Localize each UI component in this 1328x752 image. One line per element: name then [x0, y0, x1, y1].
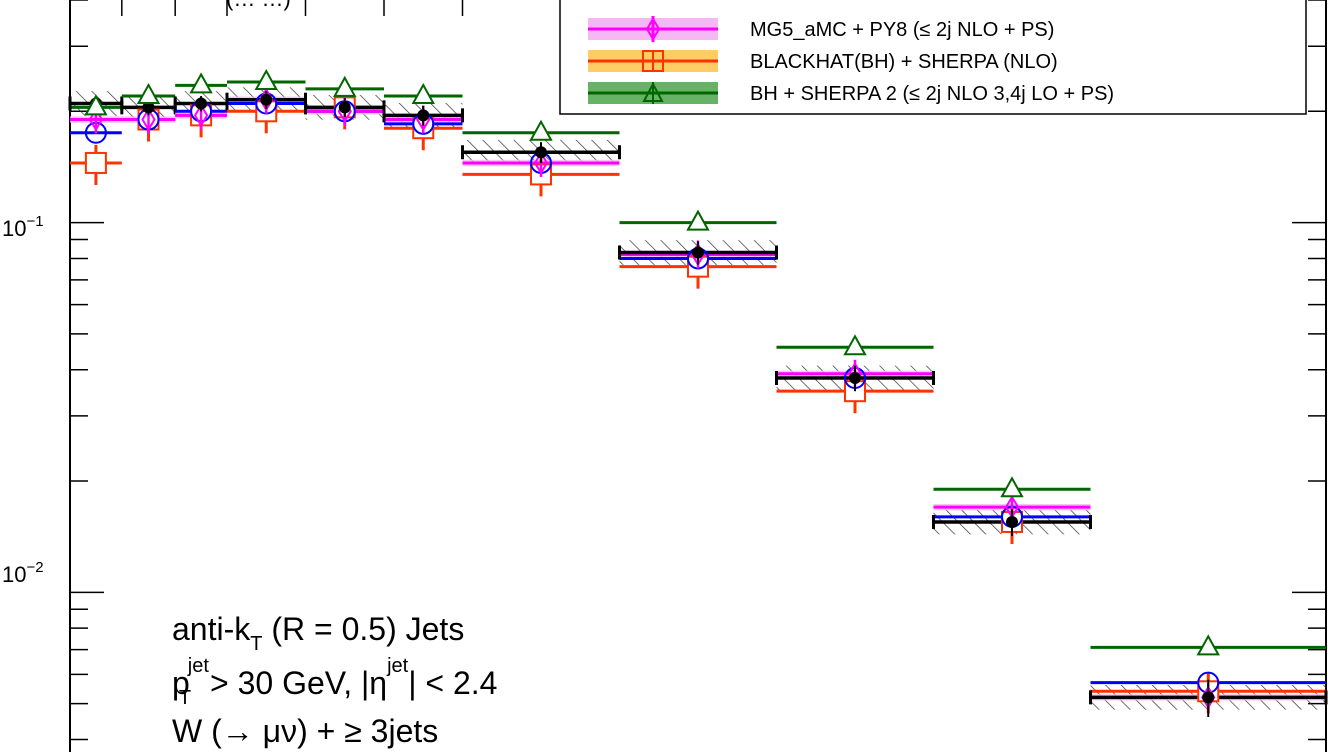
legend-marker-sherpa2 — [642, 81, 664, 102]
data-point — [1006, 515, 1018, 528]
data-point — [260, 93, 273, 106]
sherpa2-marker — [411, 82, 435, 104]
annotation-jet-algorithm: anti-kT (R = 0.5) Jets — [172, 611, 464, 655]
data-series — [68, 68, 1328, 718]
sherpa2-marker — [686, 209, 710, 231]
sherpa2-marker — [1000, 476, 1024, 498]
bin-7 — [618, 209, 778, 289]
bin-1 — [120, 82, 177, 142]
bin-5 — [382, 82, 464, 151]
sherpa2-marker — [843, 334, 867, 356]
sherpa2-marker — [136, 82, 161, 104]
legend-entry-bh: BLACKHAT(BH) + SHERPA (NLO) — [588, 50, 1058, 73]
legend: MG5_aMC + PY8 (≤ 2j NLO + PS) BLACKHAT(B… — [559, 0, 1307, 115]
bin-3 — [225, 68, 307, 134]
plot-frame — [69, 0, 1327, 752]
y-axis-title: (… …) — [226, 0, 291, 11]
annotation-jet-cuts: pjet T > 30 GeV, |ηjet| < 2.4 — [172, 655, 497, 709]
sherpa2-marker — [189, 72, 213, 94]
bin-2 — [173, 72, 229, 138]
bin-6 — [461, 119, 621, 197]
legend-label-sherpa2: BH + SHERPA 2 (≤ 2j NLO 3,4j LO + PS) — [750, 83, 1114, 105]
annotation-process: W (→ μν) + ≥ 3jets — [172, 713, 438, 749]
mg5-amc-marker — [88, 107, 104, 132]
y-tick-label-0.1: 10−1 — [2, 213, 44, 241]
data-point — [849, 371, 861, 384]
legend-label-mg5-amc: MG5_aMC + PY8 (≤ 2j NLO + PS) — [750, 19, 1054, 41]
legend-marker-mg5-amc — [645, 17, 661, 41]
data-point — [338, 101, 351, 114]
sherpa2-marker — [254, 68, 278, 91]
data-point — [417, 109, 430, 122]
data-point — [692, 246, 704, 259]
data-point — [142, 101, 155, 114]
bin-4 — [304, 75, 386, 130]
mg5-amc-marker — [533, 150, 549, 175]
sherpa2-marker — [1196, 634, 1220, 656]
data-point — [195, 97, 208, 110]
mg5-amc-marker — [193, 103, 209, 128]
legend-entry-mg5-amc: MG5_aMC + PY8 (≤ 2j NLO + PS) — [588, 16, 1054, 42]
bin-8 — [775, 334, 935, 414]
data-point — [535, 146, 547, 159]
data-point — [1202, 691, 1215, 704]
mg5-amc-marker — [141, 107, 156, 132]
legend-label-bh: BLACKHAT(BH) + SHERPA (NLO) — [750, 51, 1058, 73]
bin-0 — [68, 91, 124, 185]
sherpa2-marker — [333, 75, 357, 97]
legend-entry-sherpa2: BH + SHERPA 2 (≤ 2j NLO 3,4j LO + PS) — [588, 81, 1114, 105]
bh-marker — [84, 151, 107, 174]
bin-10 — [1089, 634, 1328, 718]
y-tick-label-0.01: 10−2 — [2, 559, 44, 587]
sherpa2-marker — [529, 119, 553, 141]
sherpa2-marker — [84, 94, 108, 116]
bin-9 — [932, 476, 1092, 544]
